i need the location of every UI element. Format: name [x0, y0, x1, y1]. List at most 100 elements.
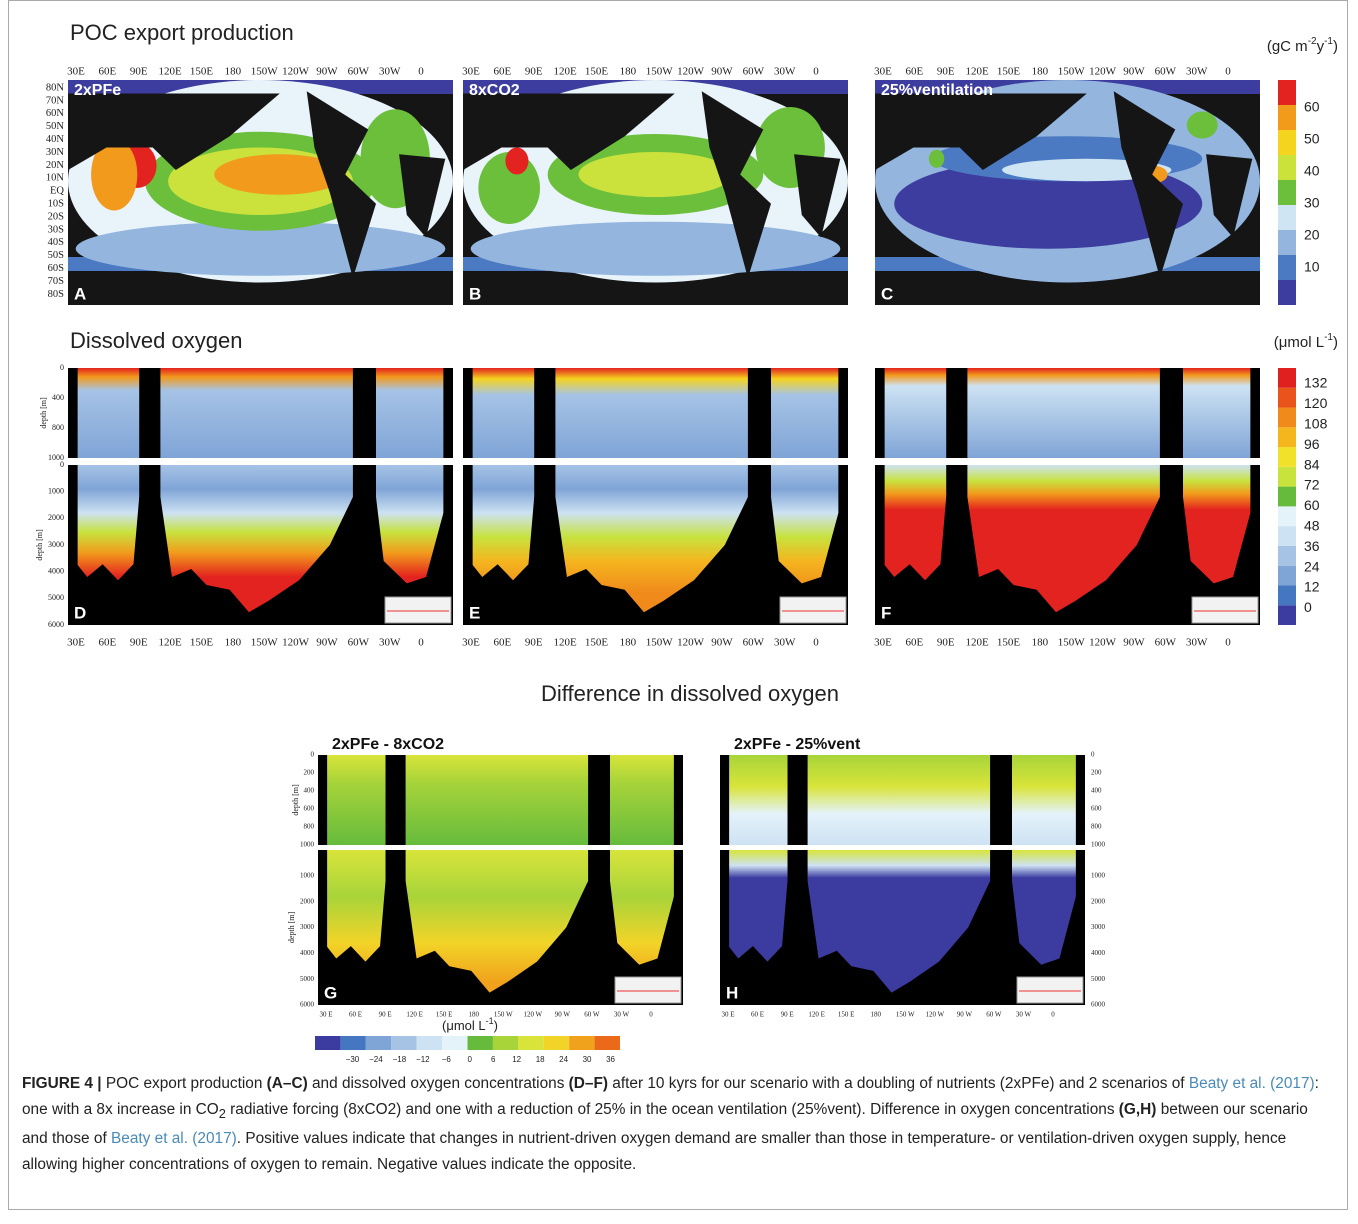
depth-label: 600 — [304, 805, 315, 813]
depth-label: 0 — [1091, 751, 1095, 759]
section-panel: F30E60E90E120E150E180150W120W90W60W30W0 — [874, 368, 1260, 649]
colorbar-swatch — [1278, 605, 1296, 625]
unit: (gC m-2y-1) — [1267, 36, 1338, 55]
unit: (μmol L-1) — [442, 1016, 498, 1033]
depth-label: 0 — [311, 751, 315, 759]
panel-name: 2xPFe — [74, 82, 121, 99]
lon-label: 30 W — [614, 1011, 630, 1019]
colorbar-label: 72 — [1304, 477, 1320, 493]
lon-label: 150W — [251, 66, 279, 78]
lon-label: 90 E — [379, 1011, 392, 1019]
unit-part: (gC m — [1267, 38, 1308, 55]
colorbar-swatch — [569, 1036, 594, 1050]
section-title: Difference in dissolved oxygen — [541, 681, 839, 706]
lon-label: 180 — [468, 1011, 479, 1019]
lon-label: 120E — [158, 637, 182, 649]
colorbar-label: 48 — [1304, 518, 1320, 534]
citation-link[interactable]: Beaty et al. (2017) — [1189, 1075, 1315, 1092]
lon-label: 60E — [98, 637, 116, 649]
land-column — [68, 368, 78, 458]
lon-label: 30W — [1186, 66, 1208, 78]
unit-part: ) — [1333, 38, 1338, 55]
depth-label: 4000 — [1091, 949, 1106, 957]
caption-ref: (D–F) — [569, 1075, 608, 1092]
panel-letter: C — [881, 284, 893, 303]
colorbar-label: −24 — [369, 1055, 383, 1062]
lon-label: 120E — [965, 637, 989, 649]
inset-map — [615, 977, 681, 1003]
section-upper — [463, 368, 848, 458]
lon-label: 0 — [813, 66, 819, 78]
lat-label: 30N — [46, 147, 65, 158]
lon-label: 30 E — [721, 1011, 734, 1019]
colorbar-swatch — [1278, 105, 1296, 130]
land-column — [720, 755, 729, 845]
land-column — [875, 368, 885, 458]
axis-title: depth [m] — [35, 529, 44, 561]
colorbar-label: 10 — [1304, 259, 1320, 275]
panel-letter: H — [726, 983, 738, 1002]
page: POC export production (gC m-2y-1) Dissol… — [0, 0, 1358, 1224]
lon-label: 150W — [646, 66, 674, 78]
depth-label: 2000 — [1091, 897, 1106, 905]
lon-label: 150 W — [494, 1011, 513, 1019]
caption-text: after 10 kyrs for our scenario with a do… — [608, 1075, 1189, 1092]
lon-label: 30E — [462, 66, 480, 78]
lon-label: 150W — [1058, 637, 1086, 649]
colorbar-label: 20 — [1304, 227, 1320, 243]
inset-map — [385, 597, 451, 623]
lon-label: 150W — [1058, 66, 1086, 78]
section-panel: 2xPFe - 25%ventH30 E60 E90 E120 E150 E18… — [720, 736, 1106, 1018]
land-column — [990, 755, 1012, 845]
land-column — [1160, 368, 1183, 458]
colorbar-swatch — [1278, 447, 1296, 467]
depth-label: 800 — [1091, 823, 1102, 831]
lon-label: 90W — [1123, 637, 1145, 649]
lon-label: 60W — [348, 66, 370, 78]
depth-label: 1000 — [1091, 841, 1106, 849]
unit-part: -1 — [486, 1016, 494, 1026]
colorbar-label: −6 — [442, 1055, 452, 1062]
colorbar-swatch — [1278, 388, 1296, 408]
lat-label: 70N — [46, 95, 65, 106]
section-title: Dissolved oxygen — [70, 328, 242, 353]
lat-label: 70S — [48, 276, 65, 287]
lon-label: 120E — [158, 66, 182, 78]
land-column — [139, 368, 160, 458]
lon-label: 150 E — [838, 1011, 855, 1019]
lon-label: 150W — [646, 637, 674, 649]
lon-label: 120 E — [406, 1011, 423, 1019]
lat-label: 40N — [46, 134, 65, 145]
colorbar-label: 84 — [1304, 456, 1320, 472]
colorbar-label: 0 — [468, 1055, 473, 1062]
lon-label: 30E — [874, 66, 892, 78]
antarctica — [463, 287, 848, 305]
citation-link[interactable]: Beaty et al. (2017) — [111, 1130, 237, 1147]
lon-label: 60W — [743, 66, 765, 78]
field-contour — [471, 222, 841, 276]
lon-label: 120W — [282, 637, 310, 649]
colorbar-swatch — [315, 1036, 340, 1050]
depth-label: 1000 — [300, 871, 315, 879]
lon-label: 180 — [620, 66, 637, 78]
unit-part: (μmol L — [442, 1018, 486, 1033]
lon-label: 120W — [1089, 66, 1117, 78]
colorbar-label: 132 — [1304, 375, 1328, 391]
panel-name: 2xPFe - 25%vent — [734, 736, 861, 753]
colorbar-label: −30 — [346, 1055, 360, 1062]
lon-label: 150W — [251, 637, 279, 649]
panel-letter: E — [469, 603, 480, 622]
land-column — [788, 755, 808, 845]
section-panel: E30E60E90E120E150E180150W120W90W60W30W0 — [462, 368, 848, 649]
land-column — [463, 368, 473, 458]
colorbar-swatch — [391, 1036, 416, 1050]
caption-text: radiative forcing (8xCO2) and one with a… — [226, 1101, 1119, 1118]
colorbar-swatch — [1278, 130, 1296, 155]
lon-label: 180 — [620, 637, 637, 649]
lon-label: 90 E — [781, 1011, 794, 1019]
colorbar-swatch — [493, 1036, 518, 1050]
colorbar-swatch — [340, 1036, 365, 1050]
axis-title: depth [m] — [287, 912, 296, 944]
lon-label: 90E — [525, 637, 543, 649]
panel-name: 8xCO2 — [469, 82, 520, 99]
